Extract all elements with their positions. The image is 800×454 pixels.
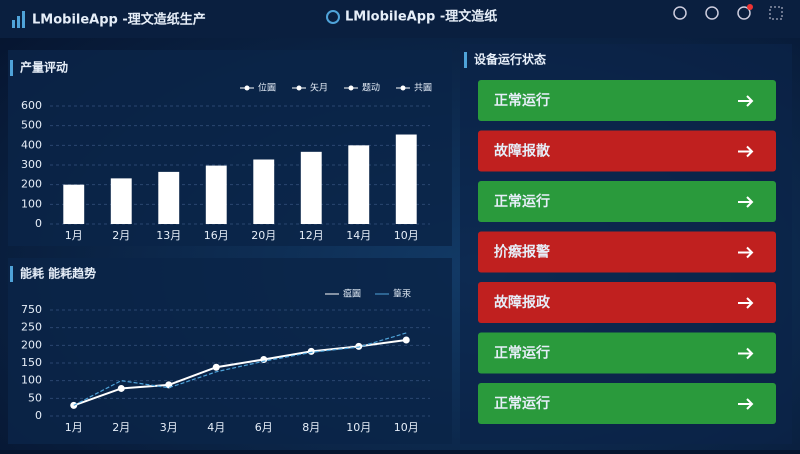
status-label: 正常运行	[494, 193, 550, 210]
point	[117, 384, 125, 392]
status-button[interactable]	[478, 130, 776, 172]
bar	[110, 178, 132, 224]
y-tick-label: 600	[21, 99, 42, 112]
arrow-icon	[738, 246, 754, 259]
point	[355, 342, 363, 350]
arrow-icon	[738, 145, 754, 158]
y-tick-label: 0	[35, 409, 42, 422]
arrow-icon	[738, 95, 754, 107]
panel-accent	[464, 52, 467, 68]
x-tick-label: 12月	[299, 229, 324, 242]
status-label: 故障报散	[494, 143, 551, 160]
bar	[395, 134, 417, 224]
logo	[12, 11, 25, 28]
header-bar	[0, 0, 800, 38]
legend-swatch	[244, 85, 250, 91]
legend-label: 篁汞	[393, 288, 411, 300]
status-label: 故障报政	[494, 294, 551, 311]
power-icon[interactable]	[673, 6, 687, 20]
x-tick-label: 2月	[112, 229, 130, 242]
status-button[interactable]	[478, 231, 776, 273]
point	[212, 363, 220, 371]
bar	[63, 184, 85, 224]
panel-accent	[10, 266, 13, 282]
legend-swatch	[400, 85, 406, 91]
status-button[interactable]	[478, 383, 776, 424]
y-tick-label: 250	[21, 321, 42, 334]
panel-title: 设备运行状态	[474, 52, 546, 67]
legend-label: 瘟圖	[343, 288, 361, 300]
x-tick-label: 14月	[346, 229, 371, 242]
x-tick-label: 10月	[346, 421, 371, 434]
arrow-icon	[738, 297, 754, 309]
legend-label: 共圖	[414, 83, 432, 94]
point	[260, 355, 268, 363]
bar	[300, 151, 322, 224]
legend-swatch	[296, 85, 302, 91]
menu-icon[interactable]	[769, 6, 783, 20]
bar	[253, 159, 275, 224]
x-tick-label: 1月	[65, 229, 83, 242]
settings-icon[interactable]	[737, 6, 751, 20]
status-button[interactable]	[478, 282, 776, 323]
x-tick-label: 6月	[255, 421, 273, 434]
status-button[interactable]	[478, 332, 776, 374]
y-tick-label: 750	[21, 303, 42, 316]
panel-accent	[10, 60, 13, 76]
y-tick-label: 500	[21, 119, 42, 132]
x-tick-label: 2月	[112, 421, 130, 434]
panel	[8, 258, 452, 444]
status-label: 扴瘵报警	[494, 244, 550, 261]
center-title: LMlobileApp -理文造纸	[345, 9, 497, 25]
x-tick-label: 20月	[251, 229, 276, 242]
arrow-icon	[738, 398, 754, 410]
arrow-icon	[738, 196, 754, 208]
y-tick-label: 200	[21, 178, 42, 191]
y-tick-label: 400	[21, 138, 42, 151]
y-tick-label: 200	[21, 338, 42, 351]
app-title: LMobileApp -理文造纸生产	[32, 12, 206, 28]
status-label: 正常运行	[494, 92, 550, 109]
x-tick-label: 13月	[156, 229, 181, 242]
legend-swatch	[348, 85, 354, 91]
x-tick-label: 10月	[394, 229, 419, 242]
y-tick-label: 100	[21, 374, 42, 387]
line	[73, 332, 407, 406]
bar	[158, 171, 180, 224]
x-tick-label: 1月	[65, 421, 83, 434]
bar	[348, 145, 370, 224]
panel-title: 能耗 能耗趋势	[20, 266, 96, 281]
y-tick-label: 50	[28, 391, 42, 404]
x-tick-label: 10月	[394, 421, 419, 434]
legend-label: 题动	[362, 83, 380, 94]
status-button[interactable]	[478, 80, 776, 121]
y-tick-label: 0	[35, 217, 42, 230]
x-tick-label: 3月	[160, 421, 178, 434]
legend-label: 位圖	[258, 82, 276, 94]
y-tick-label: 300	[21, 158, 42, 171]
y-tick-label: 150	[21, 356, 42, 369]
x-tick-label: 8月	[302, 421, 320, 434]
panel-title: 产量评动	[20, 60, 68, 75]
center-logo	[326, 10, 340, 24]
status-button[interactable]	[478, 181, 776, 222]
point	[402, 336, 410, 344]
badge	[747, 4, 753, 10]
x-tick-label: 4月	[207, 421, 225, 434]
arrow-icon	[738, 347, 754, 360]
point	[307, 347, 315, 355]
status-label: 正常运行	[494, 395, 550, 412]
search-icon[interactable]	[705, 6, 719, 20]
bar	[205, 165, 227, 224]
x-tick-label: 16月	[204, 229, 229, 242]
line	[73, 339, 407, 407]
status-label: 正常运行	[494, 345, 550, 362]
legend-label: 矢月	[310, 82, 328, 94]
y-tick-label: 100	[21, 197, 42, 210]
